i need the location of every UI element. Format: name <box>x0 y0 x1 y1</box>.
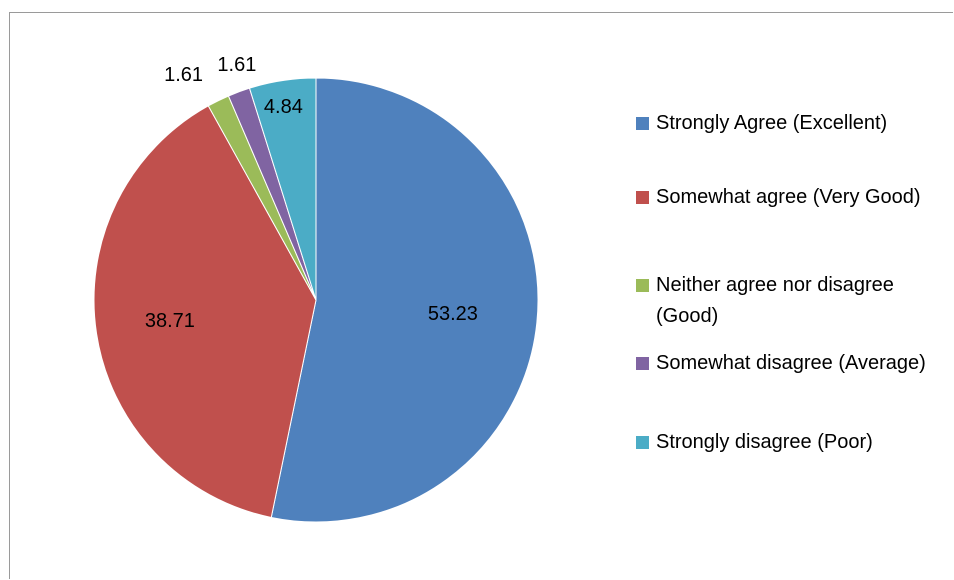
legend-swatch-icon <box>636 117 649 130</box>
legend-item-strongly-agree: Strongly Agree (Excellent) <box>636 108 946 139</box>
slice-somewhat-agree <box>93 105 317 519</box>
data-label-strongly-disagree: 4.84 <box>264 96 303 118</box>
page-top <box>0 0 954 12</box>
legend-swatch-icon <box>636 279 649 292</box>
legend-swatch-icon <box>636 436 649 449</box>
slice-strongly-agree <box>270 77 539 523</box>
data-label-neither: 1.61 <box>164 64 203 86</box>
legend-swatch-icon <box>636 357 649 370</box>
pie-slices <box>93 77 539 523</box>
data-label-somewhat-agree: 38.71 <box>145 310 195 332</box>
legend-label: Neither agree nor disagree (Good) <box>656 274 894 327</box>
legend-label: Strongly disagree (Poor) <box>656 431 873 453</box>
data-label-strongly-agree: 53.23 <box>428 303 478 325</box>
legend-item-somewhat-disagree: Somewhat disagree (Average) <box>636 348 946 379</box>
data-label-somewhat-disagree: 1.61 <box>217 54 256 76</box>
legend-label: Strongly Agree (Excellent) <box>656 112 888 134</box>
legend-swatch-icon <box>636 191 649 204</box>
legend-label: Somewhat disagree (Average) <box>656 352 926 374</box>
slice-strongly-disagree <box>248 77 317 301</box>
legend-item-neither: Neither agree nor disagree (Good) <box>636 270 946 332</box>
legend-label: Somewhat agree (Very Good) <box>656 186 921 208</box>
pie-data-labels: 53.23 38.71 1.61 1.61 4.84 <box>145 54 478 332</box>
legend-item-strongly-disagree: Strongly disagree (Poor) <box>636 427 946 458</box>
legend-item-somewhat-agree: Somewhat agree (Very Good) <box>636 182 946 213</box>
